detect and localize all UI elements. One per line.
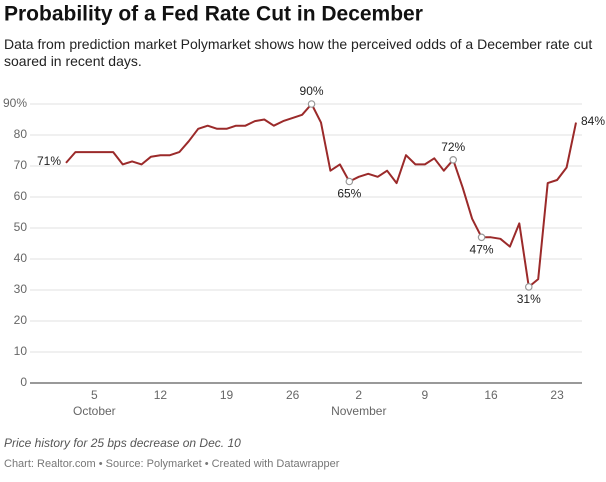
y-tick-label: 80 (14, 127, 28, 141)
y-tick-label: 60 (14, 189, 28, 203)
x-tick-label: 5 (91, 388, 98, 402)
y-tick-label: 20 (14, 313, 28, 327)
point-marker (449, 156, 458, 164)
y-tick-label: 70 (14, 158, 28, 172)
value-label: 71% (37, 154, 61, 168)
value-label: 90% (300, 84, 324, 98)
data-line (65, 103, 577, 288)
y-tick-label: 90% (3, 96, 27, 110)
x-tick-label: 16 (484, 388, 498, 402)
point-marker (477, 233, 486, 242)
chart-subtitle: Data from prediction market Polymarket s… (4, 36, 593, 69)
x-tick-label: 19 (220, 388, 234, 402)
x-tick-label: 12 (154, 388, 168, 402)
x-group-label: November (331, 404, 386, 418)
y-tick-label: 40 (14, 251, 28, 265)
value-label: 31% (517, 292, 541, 306)
x-tick-label: 23 (550, 388, 564, 402)
x-group-label: October (73, 404, 116, 418)
chart-title: Probability of a Fed Rate Cut in Decembe… (4, 3, 423, 26)
chart-note: Price history for 25 bps decrease on Dec… (4, 436, 241, 450)
y-tick-label: 10 (14, 344, 28, 358)
value-label: 72% (441, 140, 465, 154)
y-tick-label: 0 (20, 375, 27, 389)
x-tick-label: 26 (286, 388, 300, 402)
value-label: 65% (337, 187, 361, 201)
chart-source: Chart: Realtor.com • Source: Polymarket … (4, 458, 340, 470)
value-label: 47% (470, 242, 494, 256)
point-marker (345, 177, 354, 186)
y-tick-label: 30 (14, 282, 28, 296)
x-tick-label: 2 (355, 388, 362, 402)
x-tick-label: 9 (422, 388, 429, 402)
point-marker (524, 283, 533, 291)
y-tick-label: 50 (14, 220, 28, 234)
subtitle-box: Data from prediction market Polymarket s… (4, 36, 593, 69)
point-marker (307, 100, 316, 108)
value-label: 84% (581, 114, 605, 128)
